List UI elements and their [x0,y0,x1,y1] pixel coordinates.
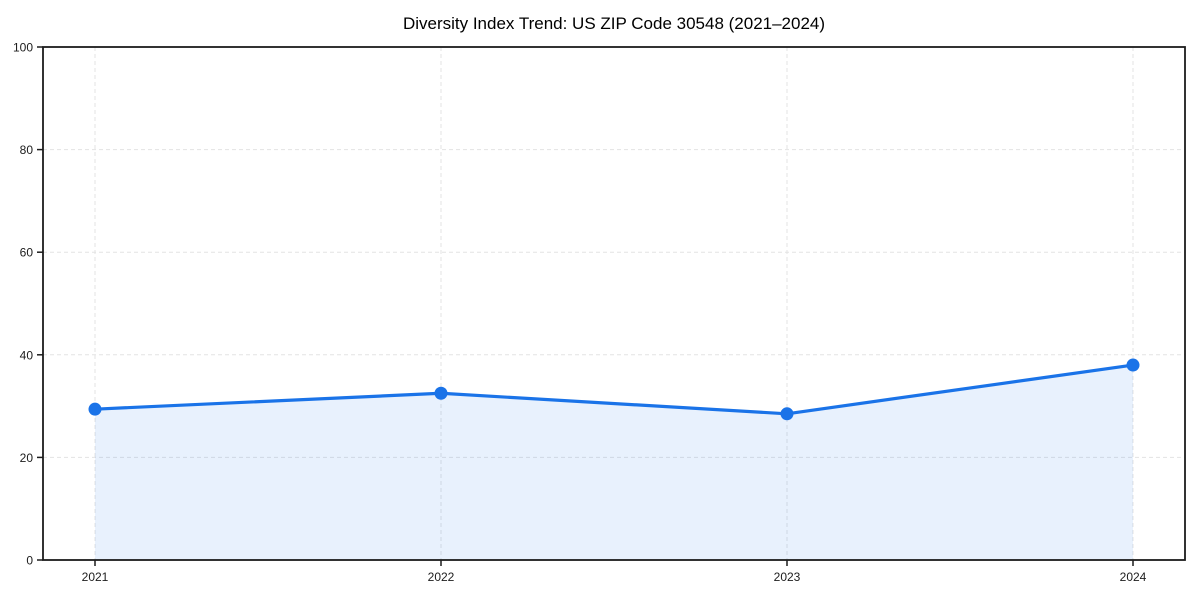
trend-line [93,363,1135,416]
data-point-2021 [88,402,102,416]
x-tick-label: 2023 [774,570,801,584]
data-point-2023 [780,407,794,421]
y-tick-label: 60 [20,246,34,260]
x-tick-label: 2024 [1120,570,1147,584]
plot-border [42,46,1186,561]
x-tick-label: 2021 [82,570,109,584]
x-tick-label: 2022 [428,570,455,584]
y-tick-label: 80 [20,143,34,157]
chart-title: Diversity Index Trend: US ZIP Code 30548… [403,14,825,33]
y-tick-label: 0 [26,554,33,568]
y-tick-label: 40 [20,348,34,362]
y-tick-label: 100 [13,41,33,55]
y-tick-label: 20 [20,451,34,465]
data-point-2024 [1126,358,1140,372]
data-point-2022 [434,386,448,400]
area-fill [95,365,1133,560]
